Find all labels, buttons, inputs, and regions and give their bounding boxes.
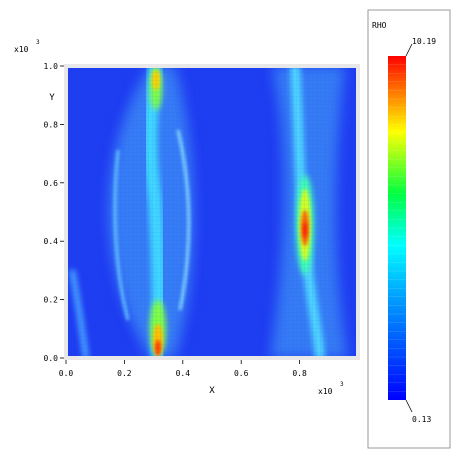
heatmap-plot-area <box>64 64 360 360</box>
mesh-overlay <box>66 66 358 358</box>
x-axis-ticks: 0.0 0.2 0.4 0.6 0.8 <box>59 360 307 378</box>
x-multiplier-base: x10 <box>318 387 333 396</box>
x-tick-label: 0.0 <box>59 369 74 378</box>
x-tick-label: 0.6 <box>234 369 249 378</box>
colorbar-max-label: 10.19 <box>412 37 436 46</box>
y-multiplier: x10 3 <box>14 39 40 54</box>
colorbar-min-leader <box>405 399 413 413</box>
colorbar-bands <box>388 64 406 392</box>
x-tick-label: 0.4 <box>176 369 191 378</box>
y-tick-label: 0.4 <box>44 237 59 246</box>
heatmap-field <box>66 66 358 358</box>
y-multiplier-base: x10 <box>14 45 29 54</box>
colorbar-gradient <box>388 56 406 400</box>
x-tick-label: 0.8 <box>292 369 307 378</box>
y-tick-label: 0.0 <box>44 354 59 363</box>
colorbar-panel: RHO 10.19 0.13 <box>367 9 451 449</box>
y-tick-label: 1.0 <box>44 62 59 71</box>
y-tick-label: 0.8 <box>44 120 59 129</box>
x-multiplier: x10 3 <box>318 381 344 396</box>
y-multiplier-exponent: 3 <box>36 39 40 46</box>
colorbar-min-label: 0.13 <box>412 415 431 424</box>
x-axis-label: X <box>209 386 215 396</box>
x-multiplier-exponent: 3 <box>340 381 344 388</box>
colorbar-max-leader <box>405 43 413 57</box>
colorbar-frame <box>367 9 451 449</box>
x-tick-label: 0.2 <box>117 369 132 378</box>
y-axis-label: Y <box>49 93 55 103</box>
y-tick-label: 0.2 <box>44 296 59 305</box>
colorbar-title: RHO <box>372 21 387 30</box>
y-axis-ticks: 0.0 0.2 0.4 0.6 0.8 1.0 <box>44 62 64 363</box>
plot-frame <box>64 64 360 360</box>
y-tick-label: 0.6 <box>44 179 59 188</box>
